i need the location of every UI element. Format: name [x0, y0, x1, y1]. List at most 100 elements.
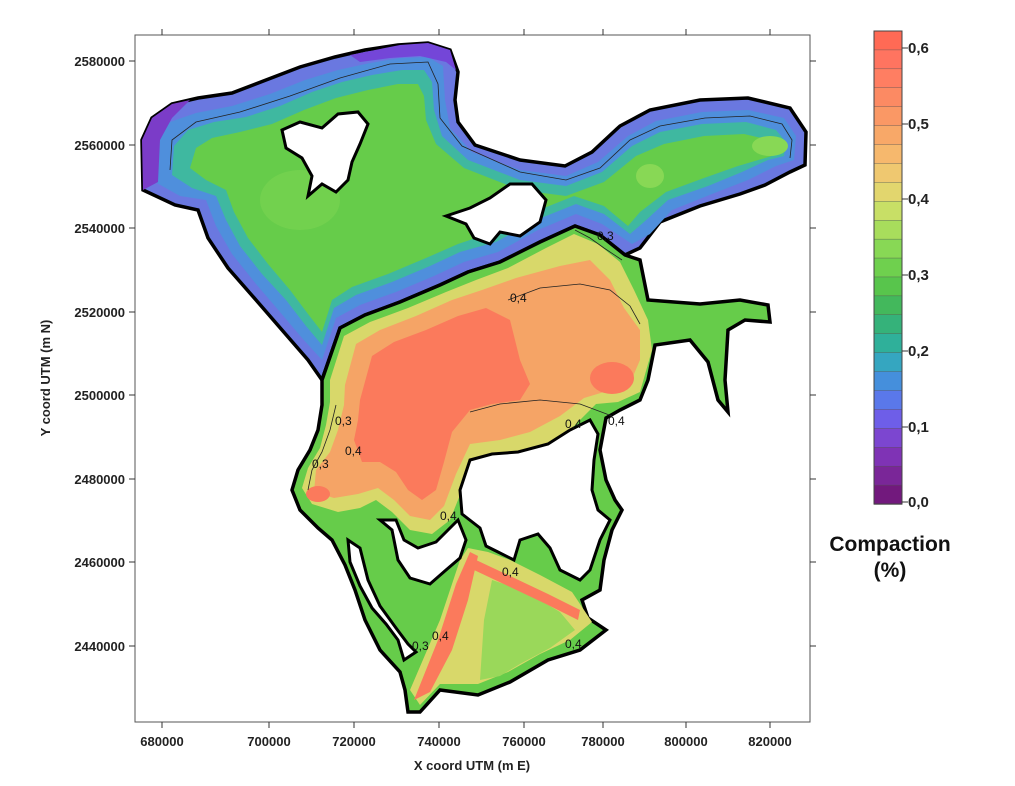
- hole-2: [441, 182, 548, 246]
- legend-color-step: [873, 68, 903, 89]
- y-tick: 2500000: [74, 388, 816, 403]
- x-tick-label: 700000: [247, 734, 290, 749]
- legend-tick-label: 0,5: [908, 116, 929, 133]
- legend-color-step: [873, 295, 903, 316]
- legend-color-step: [873, 352, 903, 373]
- y-tick-label: 2580000: [74, 54, 125, 69]
- legend-tick-label: 0,2: [908, 343, 929, 360]
- purple-rim-north: [350, 43, 456, 70]
- hole-3: [458, 418, 612, 582]
- y-tick: 2580000: [74, 54, 816, 69]
- legend-title-line2: (%): [873, 559, 907, 582]
- legend-color-step: [873, 333, 903, 354]
- contour-label: 0,4: [608, 414, 625, 428]
- legend-tick: 0,5: [902, 116, 929, 133]
- y-tick-label: 2500000: [74, 388, 125, 403]
- y-tick: 2540000: [74, 221, 816, 236]
- southern-lobe-red-ray-2: [474, 560, 580, 620]
- contour-labels: 0,3 0,4 0,4 0,4 0,3 0,3 0,4 0,4 0,4 0,4 …: [312, 229, 625, 653]
- y-tick-label: 2440000: [74, 639, 125, 654]
- x-tick-label: 680000: [140, 734, 183, 749]
- x-axis-title: X coord UTM (m E): [414, 758, 530, 773]
- legend-tick: 0,0: [902, 494, 929, 511]
- x-tick-label: 760000: [502, 734, 545, 749]
- y-axis: 2580000 2560000 2540000 2520000 2500000 …: [38, 54, 816, 654]
- contour-label: 0,4: [345, 444, 362, 458]
- no-data-holes: [280, 110, 612, 663]
- legend-color-step: [873, 106, 903, 127]
- legend-color-step: [873, 30, 903, 51]
- contour-label: 0,4: [565, 637, 582, 651]
- legend-color-step: [873, 182, 903, 202]
- y-tick-label: 2520000: [74, 305, 125, 320]
- legend-frame: [873, 30, 903, 505]
- y-axis-title: Y coord UTM (m N): [38, 320, 53, 437]
- x-tick: 780000: [581, 29, 625, 749]
- y-tick-label: 2540000: [74, 221, 125, 236]
- hole-4: [375, 517, 468, 586]
- y-tick: 2520000: [74, 305, 816, 320]
- legend-title: Compaction (%): [820, 532, 960, 584]
- legend-color-step: [873, 428, 903, 448]
- green-highlight-1: [636, 164, 664, 188]
- legend-color-step: [873, 163, 903, 184]
- legend-tick: 0,6: [902, 40, 929, 57]
- contour-label: 0,4: [440, 509, 457, 523]
- legend-color-step: [873, 144, 903, 165]
- northern-contour-line: [169, 61, 793, 181]
- legend-color-step: [873, 314, 903, 335]
- x-tick: 820000: [748, 29, 792, 749]
- legend-tick-label: 0,6: [908, 40, 929, 57]
- x-axis: 680000 700000 720000 740000 760000 78000…: [140, 29, 792, 773]
- red-spot-east: [590, 362, 634, 394]
- hole-1: [280, 110, 370, 200]
- legend-tick-label: 0,3: [908, 267, 929, 284]
- southern-red-core: [354, 308, 530, 500]
- x-tick: 720000: [332, 29, 376, 749]
- legend-color-step: [873, 276, 903, 297]
- legend-color-step: [873, 219, 903, 240]
- contour-label: 0,4: [565, 417, 582, 431]
- x-tick: 700000: [247, 29, 291, 749]
- x-tick-label: 720000: [332, 734, 375, 749]
- contour-04-north: [507, 283, 641, 325]
- legend-tick-label: 0,4: [908, 191, 930, 208]
- y-tick-label: 2560000: [74, 138, 125, 153]
- legend-tick-label: 0,1: [908, 419, 929, 436]
- legend-title-line1: Compaction: [829, 533, 951, 556]
- x-tick-label: 820000: [748, 734, 791, 749]
- contour-03-west: [307, 404, 337, 491]
- y-tick: 2480000: [74, 472, 816, 487]
- contour-label: 0,3: [312, 457, 329, 471]
- legend-color-step: [873, 238, 903, 259]
- contour-03-ne: [574, 229, 623, 261]
- x-tick: 800000: [664, 29, 708, 749]
- southern-lobe-green: [480, 580, 575, 680]
- legend-color-step: [873, 125, 903, 146]
- x-tick-label: 780000: [581, 734, 624, 749]
- green-highlight-2: [752, 136, 788, 156]
- x-tick: 760000: [502, 29, 546, 749]
- y-tick: 2460000: [74, 555, 816, 570]
- red-spot-west: [306, 486, 330, 502]
- x-tick-label: 800000: [664, 734, 707, 749]
- legend-tick: 0,4: [902, 191, 930, 208]
- hole-5: [346, 537, 419, 663]
- contour-label: 0,3: [412, 639, 429, 653]
- legend-color-step: [873, 201, 903, 221]
- legend-color-steps: [873, 30, 903, 505]
- y-tick: 2560000: [74, 138, 816, 153]
- purple-rim-west: [142, 100, 190, 190]
- legend-tick: 0,3: [902, 267, 929, 284]
- x-tick: 680000: [140, 29, 184, 749]
- contour-label: 0,4: [432, 629, 449, 643]
- legend-color-step: [873, 371, 903, 392]
- contour-04-mid: [469, 399, 613, 417]
- legend-color-step: [873, 257, 903, 278]
- contour-label: 0,4: [510, 291, 527, 305]
- y-tick-label: 2460000: [74, 555, 125, 570]
- color-legend: 0,6 0,5 0,4 0,3 0,2 0,1 0,0: [873, 30, 930, 511]
- x-tick: 740000: [417, 29, 461, 749]
- legend-color-step: [873, 465, 903, 486]
